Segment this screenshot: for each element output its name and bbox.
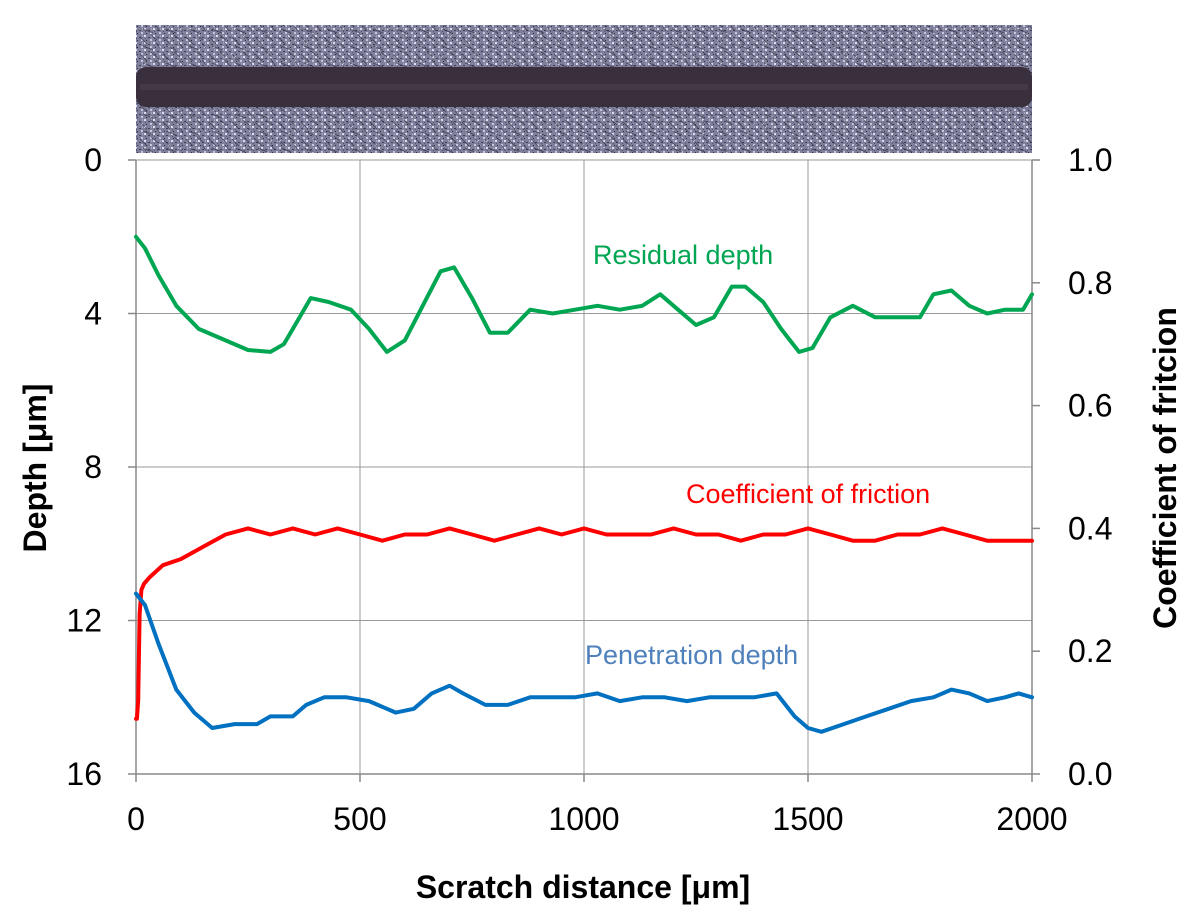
series-line-coefficient-of-friction [134, 526, 1034, 721]
left-y-axis-title: Depth [μm] [17, 384, 53, 553]
right-y-tick-label: 0.2 [1068, 633, 1112, 669]
label-residual-depth: Residual depth [593, 240, 773, 270]
right-y-tick-label: 1.0 [1068, 142, 1112, 178]
left-y-tick-label: 8 [84, 449, 102, 485]
axes [128, 159, 1040, 782]
x-tick-label: 1500 [772, 801, 843, 837]
x-axis-title: Scratch distance [μm] [416, 869, 750, 905]
grid [135, 159, 1033, 775]
series-line-residual-depth [134, 234, 1034, 354]
right-y-tick-label: 0.0 [1068, 756, 1112, 792]
x-tick-label: 500 [333, 801, 386, 837]
micrograph-image [136, 25, 1032, 153]
right-y-axis-title: Coefficient of fritcion [1147, 307, 1183, 629]
left-y-tick-label: 16 [66, 756, 102, 792]
right-y-tick-labels: 1.0 0.8 0.6 0.4 0.2 0.0 [1068, 142, 1112, 792]
left-y-tick-labels: 0 4 8 12 16 [66, 142, 102, 792]
series-line-penetration-depth [134, 591, 1034, 734]
x-tick-label: 2000 [996, 801, 1067, 837]
x-tick-label: 1000 [548, 801, 619, 837]
series-lines [134, 234, 1034, 734]
label-penetration-depth: Penetration depth [585, 640, 798, 670]
x-tick-labels: 0 500 1000 1500 2000 [127, 801, 1067, 837]
left-y-tick-label: 0 [84, 142, 102, 178]
right-y-tick-label: 0.4 [1068, 510, 1112, 546]
left-y-tick-label: 12 [66, 603, 102, 639]
right-y-tick-label: 0.8 [1068, 265, 1112, 301]
left-y-tick-label: 4 [84, 296, 102, 332]
x-tick-label: 0 [127, 801, 145, 837]
label-coefficient-of-friction: Coefficient of friction [686, 479, 930, 509]
right-y-tick-label: 0.6 [1068, 388, 1112, 424]
